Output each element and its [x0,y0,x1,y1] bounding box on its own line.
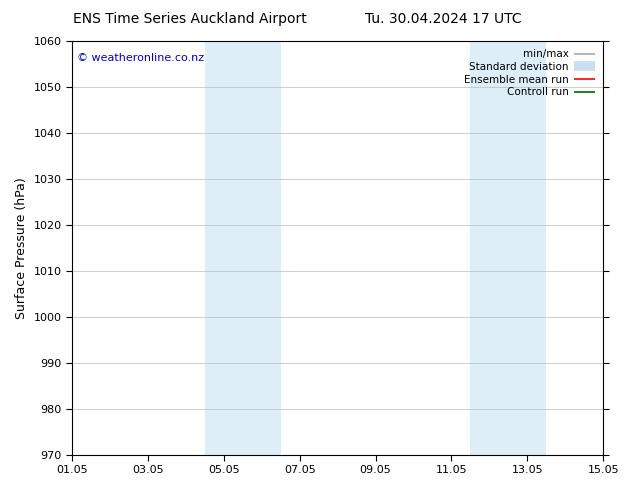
Text: © weatheronline.co.nz: © weatheronline.co.nz [77,53,205,64]
Text: ENS Time Series Auckland Airport: ENS Time Series Auckland Airport [74,12,307,26]
Text: Tu. 30.04.2024 17 UTC: Tu. 30.04.2024 17 UTC [365,12,522,26]
Legend: min/max, Standard deviation, Ensemble mean run, Controll run: min/max, Standard deviation, Ensemble me… [461,46,598,100]
Bar [205,41,281,455]
Y-axis label: Surface Pressure (hPa): Surface Pressure (hPa) [15,177,28,318]
Bar [470,41,547,455]
